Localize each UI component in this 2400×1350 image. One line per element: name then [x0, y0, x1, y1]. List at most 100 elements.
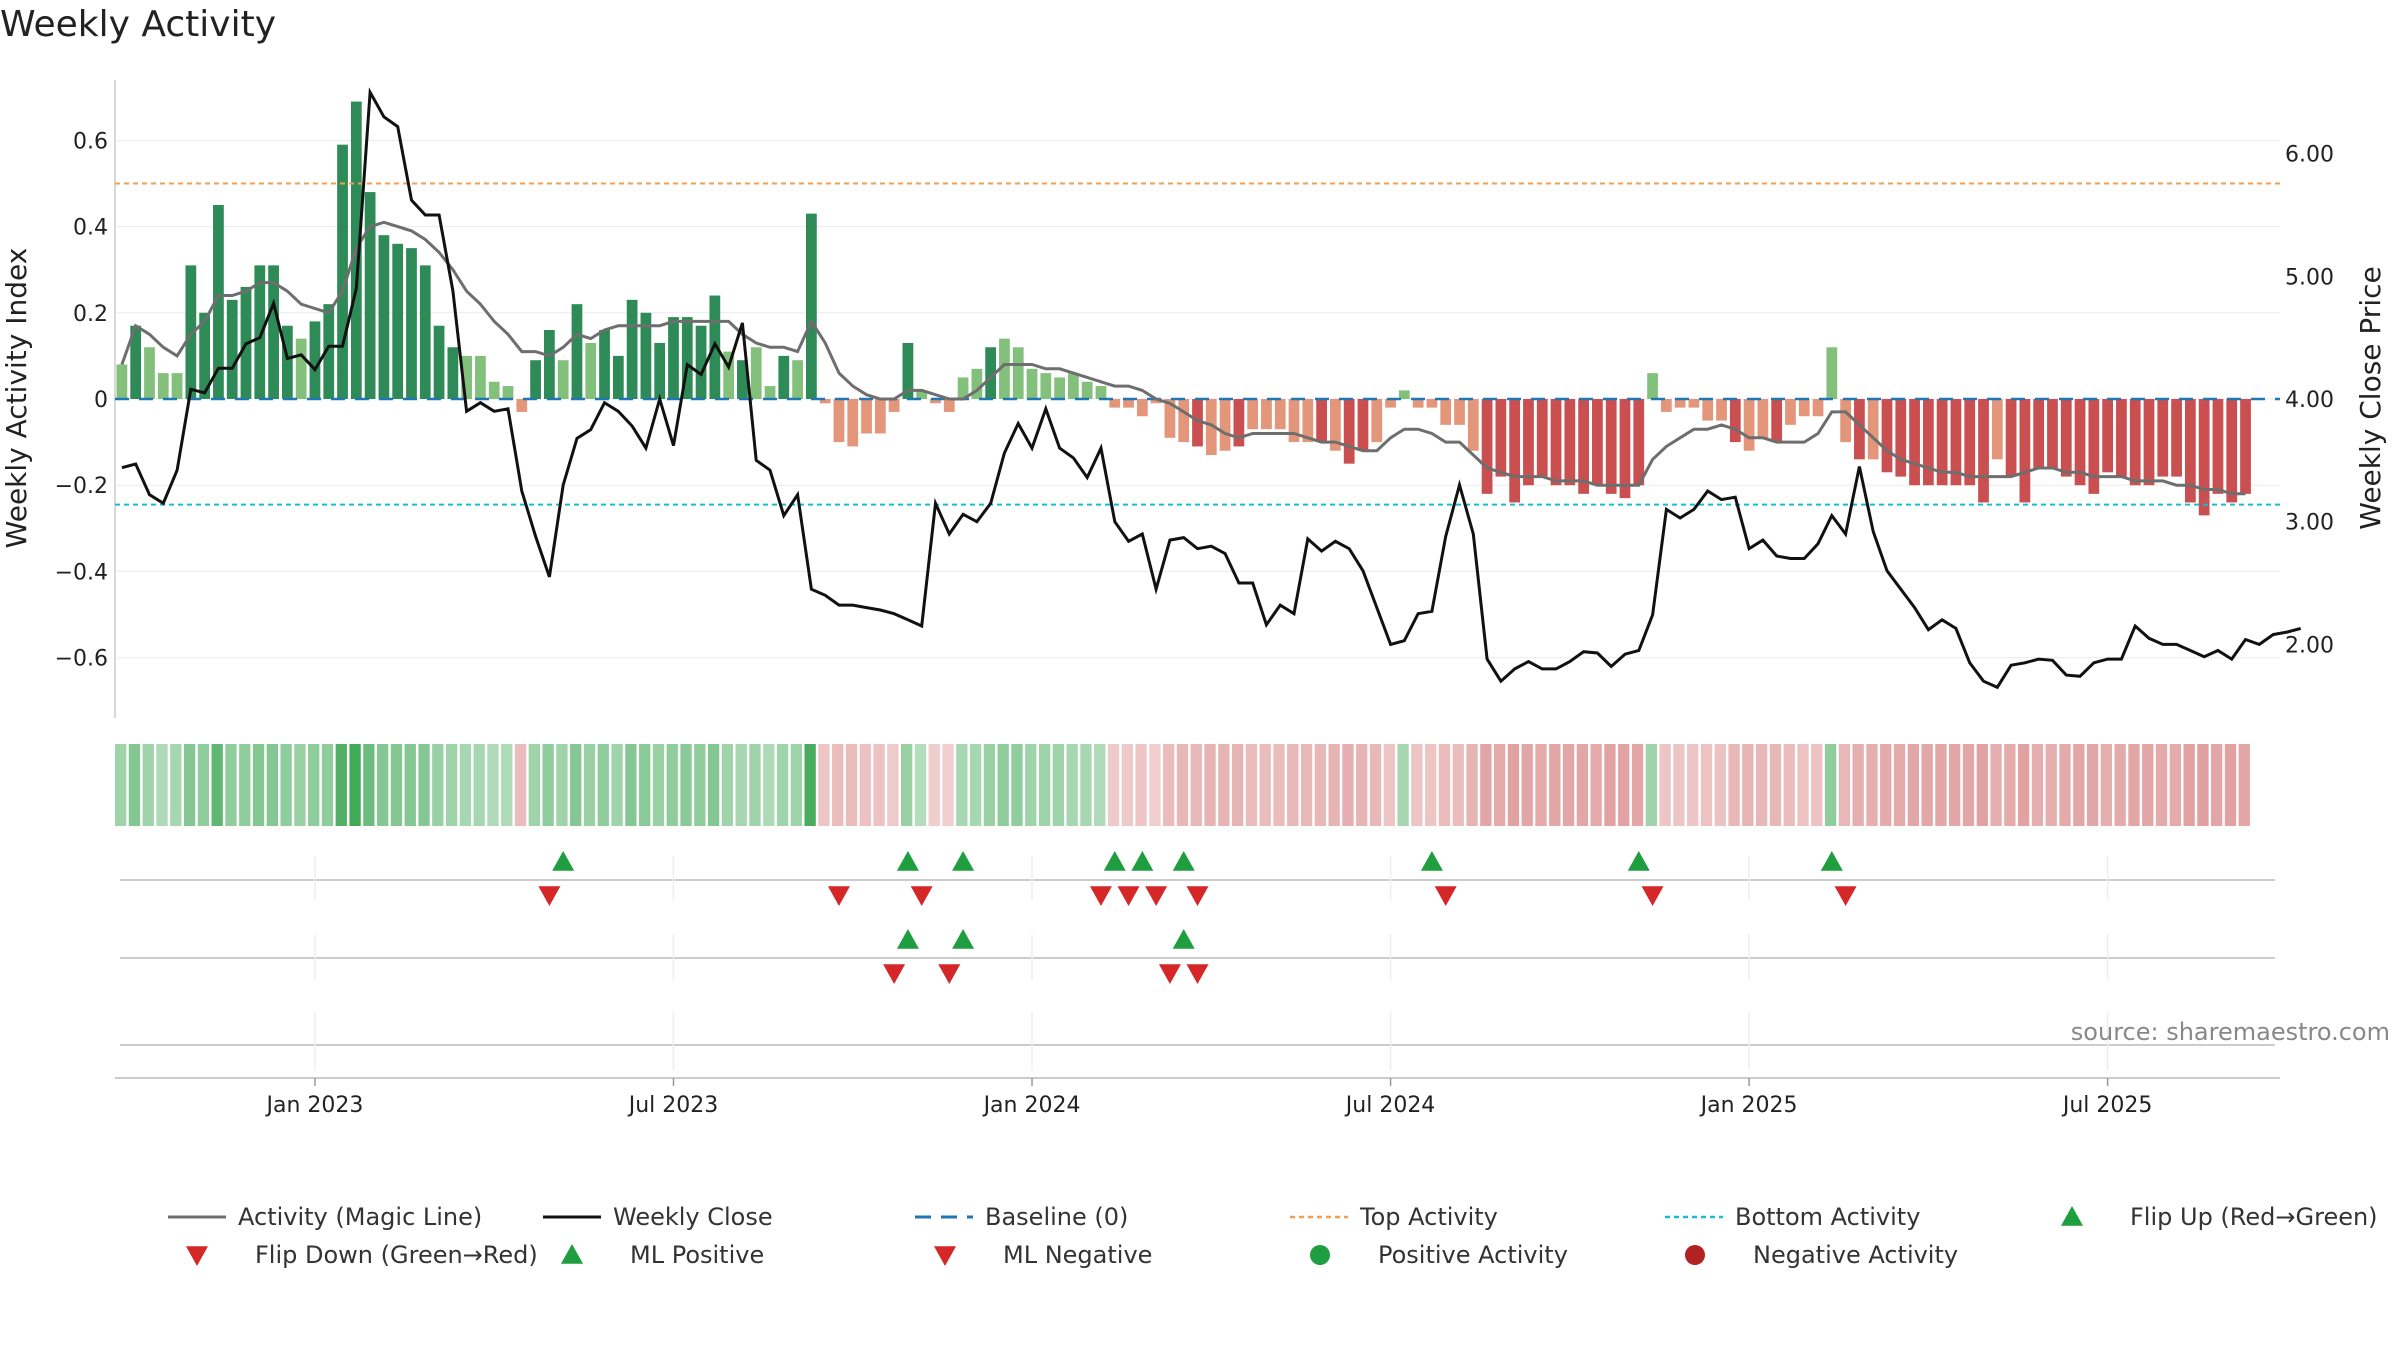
- legend-item-magic: Activity (Magic Line): [168, 1203, 482, 1231]
- heat-strip-cell: [790, 744, 803, 826]
- heat-strip-cell: [707, 744, 720, 826]
- heat-strip-cell: [570, 744, 582, 826]
- heat-strip-cell: [1204, 744, 1216, 826]
- activity-bar: [268, 265, 279, 399]
- activity-bar: [764, 386, 776, 399]
- heat-strip-cell: [873, 744, 885, 826]
- ml-negative-marker: [938, 964, 961, 984]
- activity-bar: [1068, 373, 1079, 399]
- heat-strip-cell: [2238, 744, 2250, 826]
- activity-bar: [1440, 399, 1452, 425]
- y-tick-label-left: −0.6: [55, 647, 108, 672]
- heat-strip-cell: [1480, 744, 1492, 826]
- activity-bar: [2074, 399, 2086, 486]
- activity-heat-strip: [115, 744, 2250, 826]
- legend-item-top: Top Activity: [1290, 1203, 1498, 1231]
- x-tick-label: Jan 2023: [264, 1093, 363, 1118]
- activity-bar: [419, 265, 431, 399]
- activity-bar: [737, 360, 748, 399]
- x-tick-label: Jul 2023: [627, 1093, 719, 1118]
- heat-strip-cell: [2004, 744, 2016, 826]
- activity-bar: [1385, 399, 1396, 408]
- heat-strip-cell: [1080, 744, 1092, 826]
- activity-bar: [626, 299, 638, 399]
- heat-strip-cell: [377, 744, 389, 826]
- heat-strip-cell: [1921, 744, 1933, 826]
- activity-bar: [1771, 399, 1783, 443]
- activity-bar: [2129, 399, 2141, 486]
- y-tick-label-right: 6.00: [2285, 143, 2334, 168]
- activity-bar: [1536, 399, 1548, 477]
- heat-strip-cell: [115, 744, 127, 826]
- activity-bar: [1343, 399, 1355, 464]
- heat-strip-cell: [749, 744, 761, 826]
- x-tick-label: Jan 2025: [1699, 1093, 1798, 1118]
- heat-strip-cell: [197, 744, 210, 826]
- heat-strip-cell: [583, 744, 596, 826]
- heat-strip-cell: [1135, 744, 1147, 826]
- heat-strip-cell: [1645, 744, 1657, 826]
- flip-down-marker: [1641, 886, 1664, 906]
- heat-strip-cell: [1576, 744, 1589, 826]
- heat-strip-cell: [1962, 744, 1975, 826]
- x-axis: Jan 2023 Jul 2023 Jan 2024 Jul 2024 Jan 2025…: [115, 1077, 2280, 1118]
- heat-strip-cell: [280, 744, 292, 826]
- ml-negative-marker: [883, 964, 906, 984]
- chart-title: Weekly Activity: [0, 4, 276, 45]
- activity-bar: [1922, 399, 1934, 486]
- heat-strip-cell: [2169, 744, 2181, 826]
- activity-bar: [1854, 399, 1865, 460]
- flip-down-marker: [827, 886, 850, 906]
- heat-strip-cell: [542, 744, 554, 826]
- ml-signal-panel: [120, 929, 2275, 984]
- heat-strip-cell: [1673, 744, 1685, 826]
- activity-bar: [2033, 399, 2045, 468]
- heat-strip-cell: [1866, 744, 1878, 826]
- heat-strip-cell: [1231, 744, 1244, 826]
- heat-strip-cell: [1397, 744, 1409, 826]
- heat-strip-cell: [1700, 744, 1713, 826]
- heat-strip-cell: [1314, 744, 1327, 826]
- activity-bar: [1867, 399, 1879, 460]
- activity-bar: [199, 312, 211, 399]
- activity-bar: [1426, 399, 1438, 408]
- activity-bar: [585, 342, 597, 399]
- activity-bar: [819, 399, 831, 404]
- heat-strip-cell: [1562, 744, 1575, 826]
- activity-bar: [323, 304, 335, 399]
- heat-strip-cell: [2128, 744, 2140, 826]
- source-label: source: sharemaestro.com: [2071, 1018, 2390, 1046]
- activity-bar: [1564, 399, 1576, 486]
- activity-bar: [1991, 399, 2003, 460]
- activity-bar: [1261, 399, 1272, 430]
- heat-strip-cell: [1824, 744, 1837, 826]
- heat-strip-cell: [459, 744, 472, 826]
- heat-strip-cell: [1880, 744, 1892, 826]
- flip-up-marker: [1103, 851, 1126, 871]
- heat-strip-cell: [1218, 744, 1230, 826]
- y-tick-label-left: −0.2: [55, 474, 108, 499]
- legend-label: Flip Up (Red→Green): [2130, 1203, 2378, 1231]
- heat-strip-cell: [1038, 744, 1051, 826]
- heat-strip-cell: [1190, 744, 1202, 826]
- heat-strip-cell: [1149, 744, 1161, 826]
- activity-bar: [295, 338, 307, 399]
- heat-strip-cell: [252, 744, 265, 826]
- legend-item-mlpos: ML Positive: [561, 1241, 764, 1269]
- heat-strip-cell: [1549, 744, 1561, 826]
- activity-bar: [475, 355, 486, 399]
- activity-bar: [930, 399, 941, 404]
- activity-bar: [1164, 399, 1176, 438]
- activity-bar: [378, 235, 390, 399]
- heat-strip-cell: [128, 744, 141, 826]
- activity-bar: [2019, 399, 2031, 503]
- heat-strip-cell: [735, 744, 747, 826]
- activity-bar: [337, 144, 348, 399]
- legend-item-negdot: Negative Activity: [1685, 1241, 1958, 1269]
- activity-bar: [833, 399, 845, 443]
- activity-bar: [723, 351, 735, 399]
- heat-strip-cell: [1121, 744, 1133, 826]
- heat-strip-cell: [156, 744, 168, 826]
- flip-down-marker: [1434, 886, 1457, 906]
- activity-bar: [1964, 399, 1976, 486]
